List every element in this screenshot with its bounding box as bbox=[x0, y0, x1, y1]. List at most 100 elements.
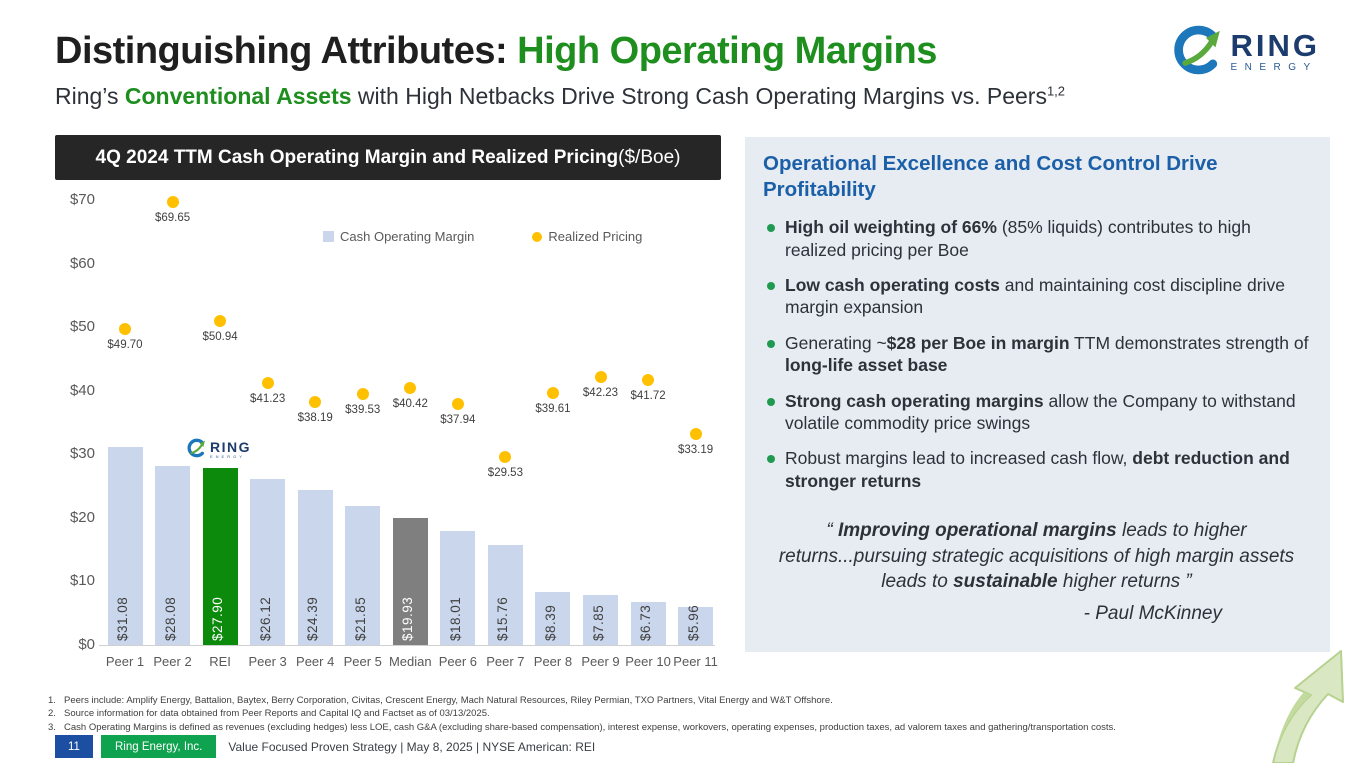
footnote-1-text: Peers include: Amplify Energy, Battalion… bbox=[64, 695, 833, 706]
bar-Peer 9 bbox=[583, 595, 618, 645]
dot-Median bbox=[404, 382, 417, 395]
mini-logo-subword: ENERGY bbox=[210, 453, 245, 459]
bar-Peer 11 bbox=[678, 607, 714, 645]
x-label-Peer 2: Peer 2 bbox=[153, 654, 192, 669]
dot-Peer 1 bbox=[119, 323, 131, 336]
dot-value-Peer 11: $33.19 bbox=[678, 444, 714, 456]
dot-Peer 3 bbox=[261, 376, 274, 389]
bar-value-Peer 4: $24.39 bbox=[305, 596, 321, 641]
footnote-3-text: Cash Operating Margins is defined as rev… bbox=[64, 721, 1116, 733]
dot-Peer 8 bbox=[546, 387, 559, 400]
chart-title-units: ($/Boe) bbox=[618, 146, 681, 168]
bar-value-Peer 9: $7.85 bbox=[590, 604, 606, 641]
bar-value-Peer 1: $31.08 bbox=[115, 596, 130, 641]
y-tick-$60: $60 bbox=[69, 254, 95, 272]
page-number-badge: 11 bbox=[55, 735, 93, 758]
dot-REI bbox=[214, 315, 227, 328]
mini-logo-text: RING ENERGY bbox=[210, 439, 251, 459]
bar-Peer 2 bbox=[155, 466, 191, 645]
dot-Peer 2 bbox=[166, 196, 179, 209]
dot-Peer 4 bbox=[309, 396, 322, 409]
y-tick-$20: $20 bbox=[69, 508, 95, 526]
quote-text: “ Improving operational margins leads to… bbox=[778, 520, 1295, 593]
bar-value-Peer 2: $28.08 bbox=[162, 596, 178, 641]
bar-REI bbox=[202, 467, 238, 645]
dot-value-Peer 4: $38.19 bbox=[297, 412, 333, 425]
bar-value-REI: $27.90 bbox=[210, 596, 226, 641]
x-label-Peer 1: Peer 1 bbox=[105, 654, 145, 669]
page-title-green: High Operating Margins bbox=[517, 30, 937, 72]
page-title-black: Distinguishing Attributes: bbox=[55, 30, 518, 72]
dot-value-Median: $40.42 bbox=[392, 398, 428, 411]
mini-logo-word: RING bbox=[210, 439, 251, 456]
logo-text: RING ENERGY bbox=[1230, 28, 1321, 73]
subtitle-text: Ring’s Conventional Assets with High Net… bbox=[55, 83, 1047, 109]
bullet-item-2: Low cash operating costs and maintaining… bbox=[763, 274, 1310, 319]
y-tick-$40: $40 bbox=[69, 381, 95, 399]
footnote-3-number: 3. bbox=[48, 721, 56, 733]
bar-value-Peer 7: $15.76 bbox=[495, 596, 511, 641]
bar-Peer 7 bbox=[487, 544, 523, 645]
x-label-Peer 7: Peer 7 bbox=[486, 654, 525, 669]
dot-Peer 9 bbox=[594, 370, 607, 383]
dot-Peer 11 bbox=[689, 428, 702, 440]
chart-legend: Cash Operating Margin Realized Pricing bbox=[323, 229, 642, 244]
y-tick-$70: $70 bbox=[69, 191, 95, 208]
page-title: Distinguishing Attributes: High Operatin… bbox=[55, 30, 937, 73]
footnote-1-number: 1. bbox=[48, 695, 56, 706]
bullet-item-4: Strong cash operating margins allow the … bbox=[763, 390, 1310, 435]
dot-Peer 6 bbox=[451, 397, 464, 410]
logo-word: RING bbox=[1230, 28, 1320, 64]
dot-value-Peer 6: $37.94 bbox=[440, 413, 476, 426]
y-tick-$10: $10 bbox=[69, 572, 95, 590]
bar-Peer 8 bbox=[535, 591, 571, 645]
x-label-REI: REI bbox=[209, 654, 231, 669]
dot-value-Peer 1: $49.70 bbox=[107, 339, 143, 352]
dot-value-Peer 9: $42.23 bbox=[582, 386, 619, 399]
bullet-item-3: Generating ~$28 per Boe in margin TTM de… bbox=[763, 332, 1310, 377]
subtitle-superscript: 1,2 bbox=[1046, 83, 1066, 99]
page-subtitle: Ring’s Conventional Assets with High Net… bbox=[55, 83, 1065, 110]
pricing-swatch-icon bbox=[532, 231, 543, 242]
legend-margin-label: Cash Operating Margin bbox=[340, 229, 475, 244]
bar-value-Peer 3: $26.12 bbox=[257, 596, 273, 641]
bar-value-Median: $19.93 bbox=[400, 596, 416, 641]
dot-value-REI: $50.94 bbox=[202, 331, 238, 344]
bar-value-Peer 10: $6.73 bbox=[638, 604, 654, 641]
bar-value-Peer 11: $5.96 bbox=[685, 604, 701, 641]
chart-title-bold: 4Q 2024 TTM Cash Operating Margin and Re… bbox=[95, 146, 619, 168]
mini-ring-logo: RING ENERGY bbox=[187, 438, 251, 463]
x-label-Peer 9: Peer 9 bbox=[581, 654, 620, 669]
bar-Peer 3 bbox=[250, 478, 286, 645]
footnote-1: 1. Peers include: Amplify Energy, Battal… bbox=[48, 694, 1328, 707]
x-label-Peer 3: Peer 3 bbox=[248, 654, 287, 669]
footnotes: 1. Peers include: Amplify Energy, Battal… bbox=[48, 694, 1328, 734]
bullet-list: High oil weighting of 66% (85% liquids) … bbox=[763, 216, 1310, 492]
y-tick-$30: $30 bbox=[69, 445, 95, 463]
dot-Peer 10 bbox=[642, 373, 655, 386]
x-label-Peer 11: Peer 11 bbox=[673, 654, 718, 669]
dot-value-Peer 5: $39.53 bbox=[345, 403, 381, 416]
legend-item-pricing: Realized Pricing bbox=[532, 229, 642, 244]
dot-value-Peer 2: $69.65 bbox=[154, 212, 191, 225]
company-badge: Ring Energy, Inc. bbox=[101, 735, 217, 758]
logo-subword: ENERGY bbox=[1230, 61, 1318, 73]
dot-value-Peer 8: $39.61 bbox=[535, 403, 571, 416]
dot-Peer 7 bbox=[499, 451, 512, 464]
margin-swatch-icon bbox=[323, 231, 334, 242]
bar-value-Peer 6: $18.01 bbox=[447, 596, 463, 641]
chart-title-bar: 4Q 2024 TTM Cash Operating Margin and Re… bbox=[55, 135, 721, 180]
dot-value-Peer 3: $41.23 bbox=[250, 392, 286, 405]
legend-pricing-label: Realized Pricing bbox=[548, 229, 643, 244]
bar-value-Peer 8: $8.39 bbox=[542, 604, 558, 641]
footnote-2-text: Source information for data obtained fro… bbox=[64, 708, 490, 720]
bar-Peer 1 bbox=[107, 447, 143, 645]
dot-value-Peer 7: $29.53 bbox=[487, 467, 523, 480]
footnote-2: 2. Source information for data obtained … bbox=[48, 707, 1328, 720]
commentary-panel: Operational Excellence and Cost Control … bbox=[745, 137, 1330, 652]
bullet-item-1: High oil weighting of 66% (85% liquids) … bbox=[763, 216, 1310, 261]
x-label-Median: Median bbox=[388, 654, 432, 669]
x-label-Peer 8: Peer 8 bbox=[533, 654, 573, 669]
ring-swoosh-icon bbox=[1173, 24, 1225, 81]
